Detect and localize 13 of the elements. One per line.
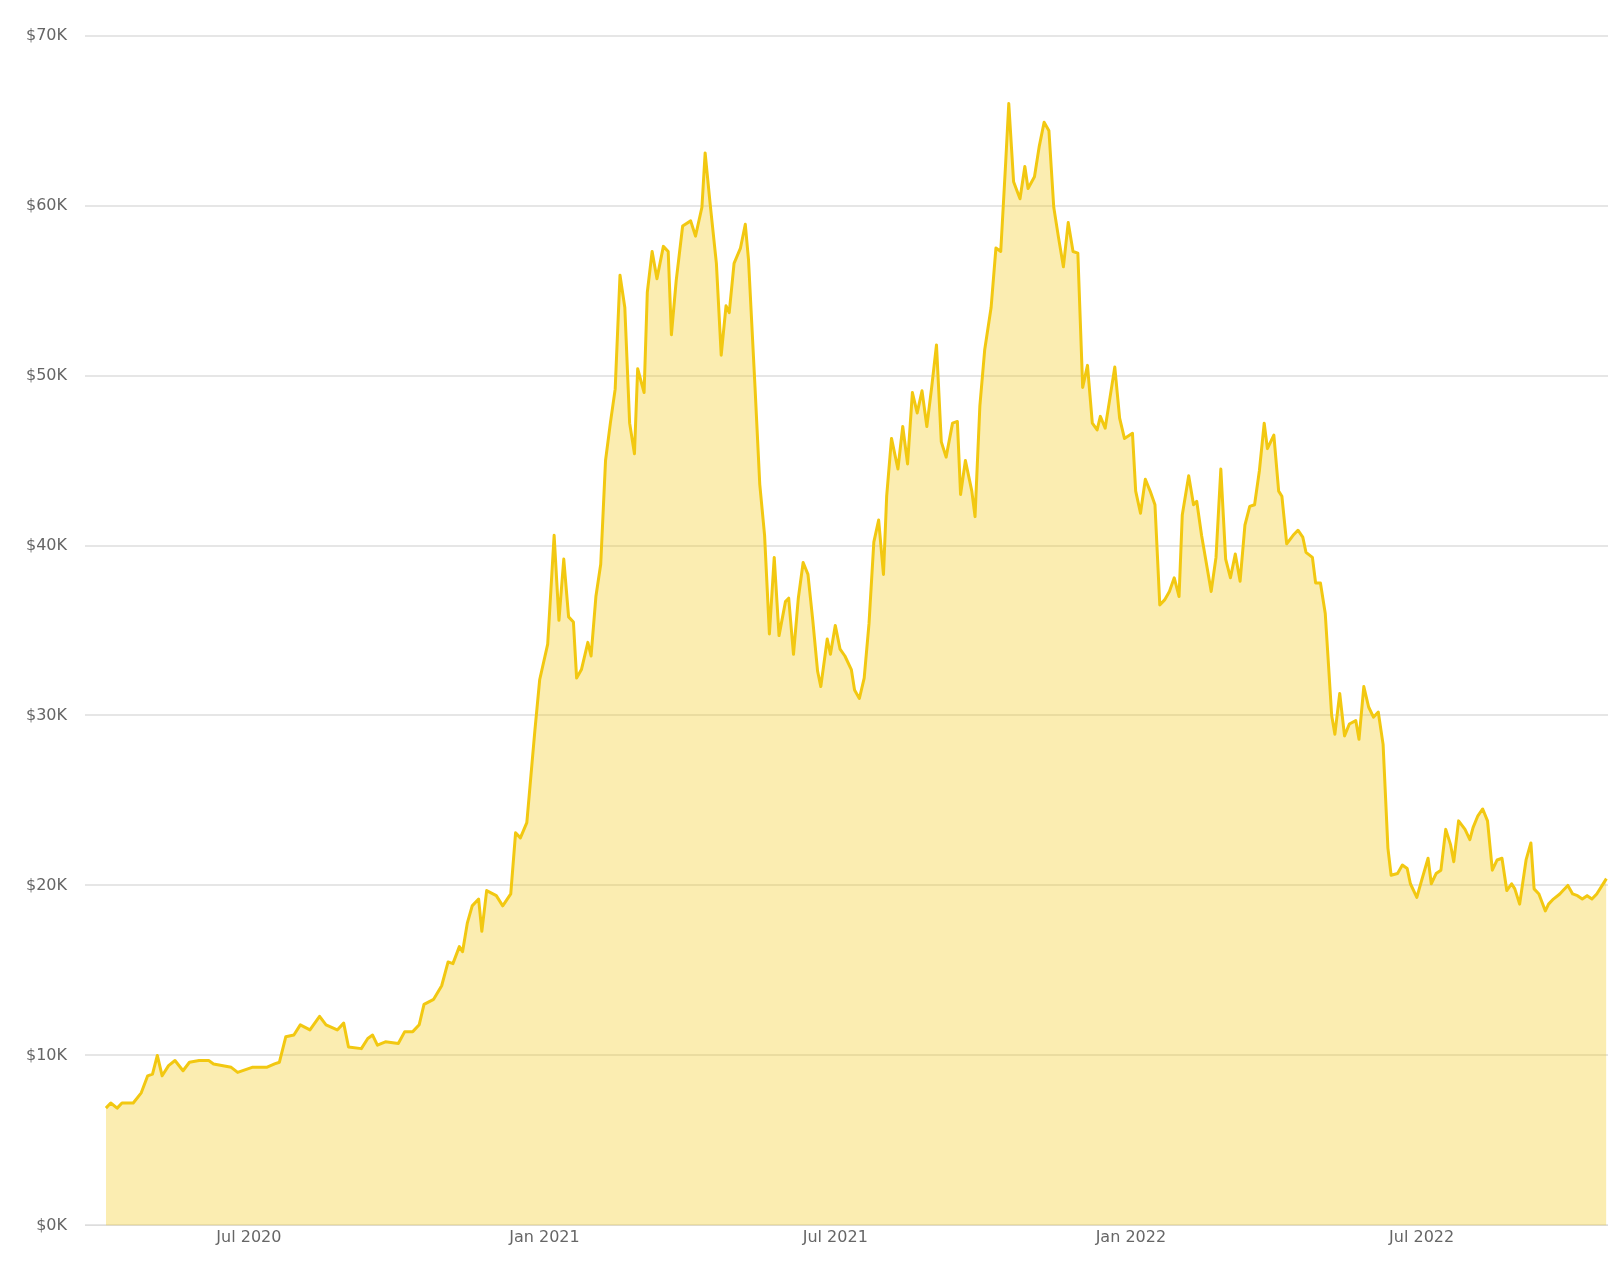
- x-tick-label: Jan 2021: [508, 1227, 580, 1247]
- y-tick-label: $50K: [26, 364, 68, 384]
- y-tick-label: $40K: [26, 534, 68, 554]
- y-tick-label: $30K: [26, 704, 68, 724]
- y-tick-label: $10K: [26, 1044, 68, 1064]
- y-tick-label: $70K: [26, 24, 68, 44]
- x-tick-label: Jan 2022: [1094, 1227, 1167, 1247]
- x-tick-label: Jul 2020: [215, 1227, 282, 1247]
- y-tick-label: $60K: [26, 194, 68, 214]
- x-tick-label: Jul 2021: [801, 1227, 868, 1247]
- y-tick-label: $20K: [26, 874, 68, 894]
- y-tick-label: $0K: [36, 1214, 68, 1234]
- x-tick-label: Jul 2022: [1388, 1227, 1455, 1247]
